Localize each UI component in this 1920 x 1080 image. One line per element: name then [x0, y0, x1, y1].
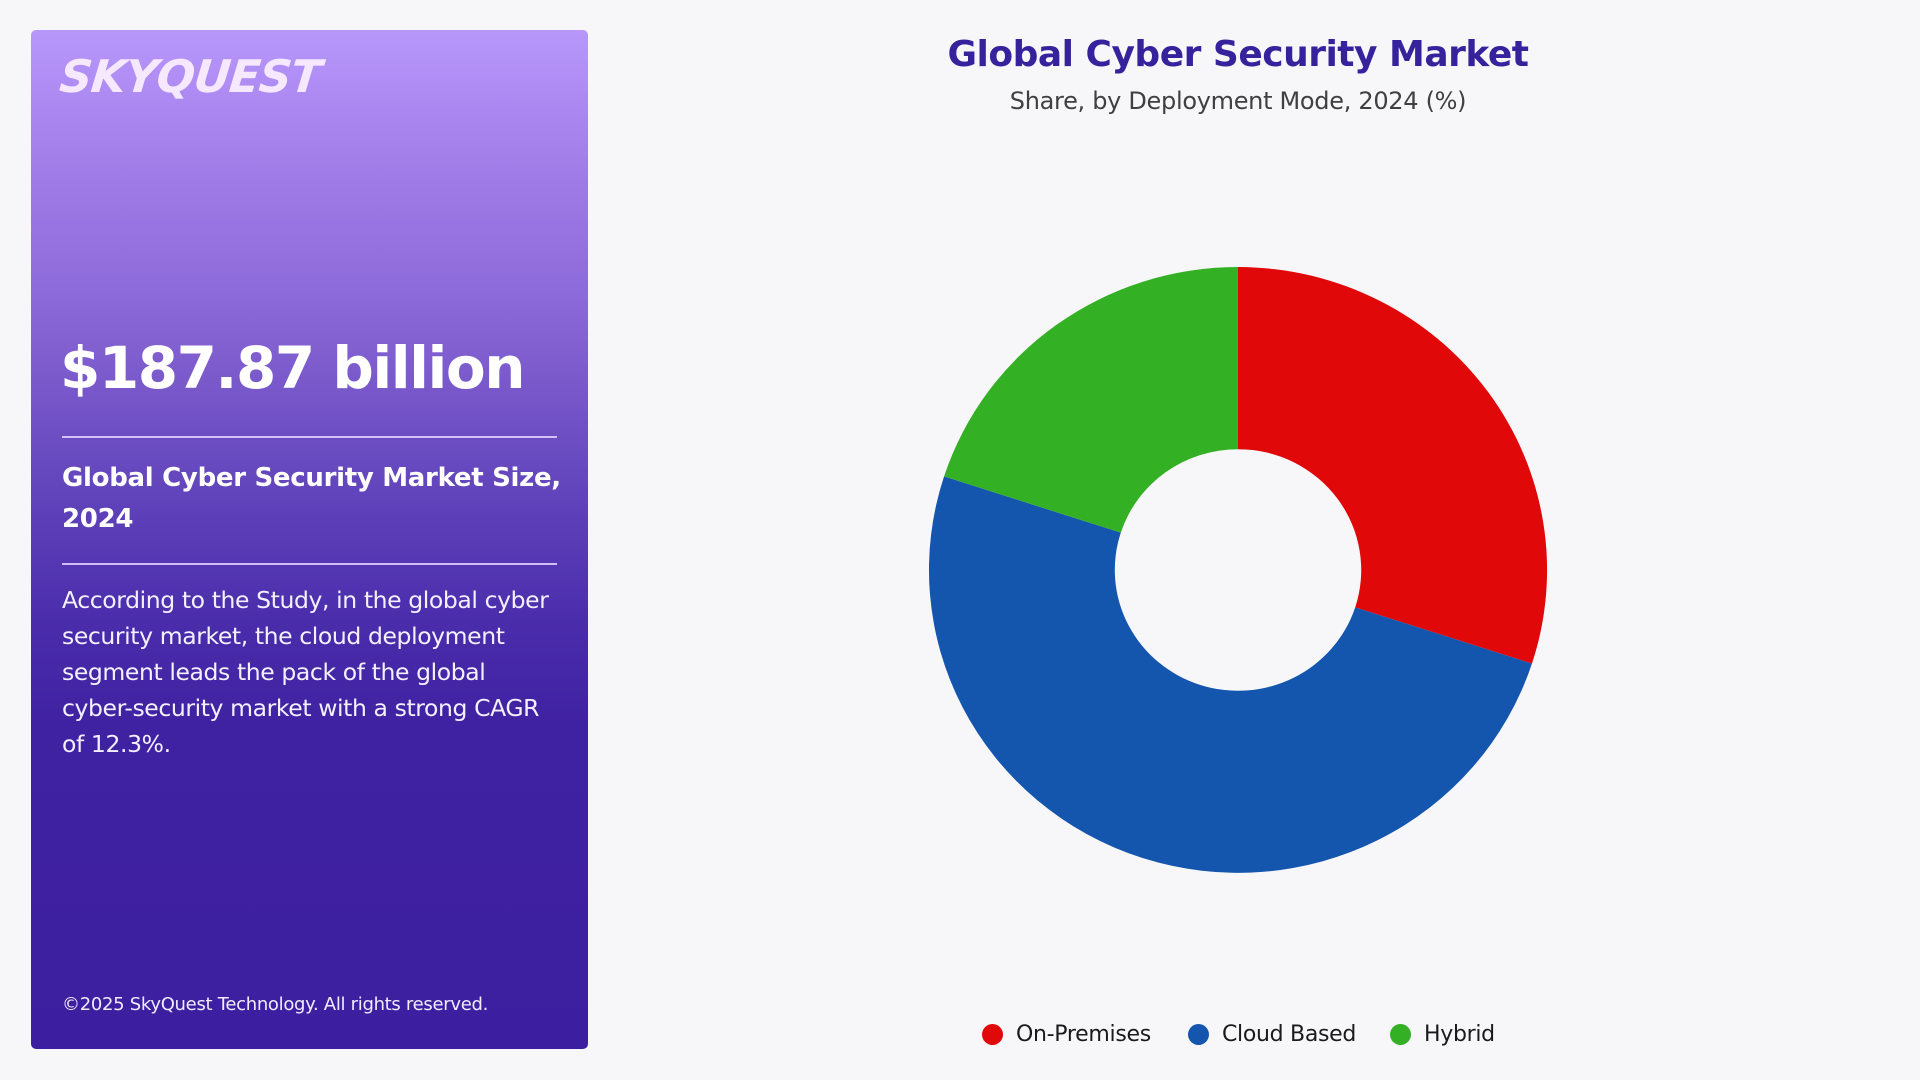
legend-item-cloud-based[interactable]: Cloud Based — [1188, 1019, 1356, 1049]
legend-item-hybrid[interactable]: Hybrid — [1390, 1019, 1495, 1049]
legend-label: Hybrid — [1424, 1021, 1495, 1047]
slice-hybrid[interactable] — [944, 267, 1238, 533]
slice-on-premises[interactable] — [1238, 267, 1548, 664]
legend-label: On-Premises — [1016, 1021, 1151, 1047]
divider — [62, 436, 557, 438]
copyright-footer: ©2025 SkyQuest Technology. All rights re… — [62, 994, 489, 1015]
legend-swatch-red-icon — [982, 1023, 1003, 1045]
divider — [62, 563, 557, 565]
legend-swatch-green-icon — [1390, 1023, 1411, 1045]
legend-item-on-premises[interactable]: On-Premises — [982, 1019, 1151, 1049]
legend-swatch-blue-icon — [1188, 1023, 1209, 1045]
chart-subtitle: Share, by Deployment Mode, 2024 (%) — [1009, 87, 1467, 115]
chart-legend: On-Premises Cloud Based Hybrid — [0, 1019, 1920, 1049]
legend-label: Cloud Based — [1222, 1021, 1357, 1047]
slice-cloud-based[interactable] — [928, 476, 1532, 873]
market-value: $187.87 billion — [60, 334, 526, 402]
panel-description: According to the Study, in the global cy… — [62, 586, 549, 758]
chart-title: Global Cyber Security Market — [947, 34, 1529, 75]
summary-panel — [31, 30, 588, 1049]
panel-heading: Global Cyber Security Market Size, 2024 — [62, 463, 561, 534]
